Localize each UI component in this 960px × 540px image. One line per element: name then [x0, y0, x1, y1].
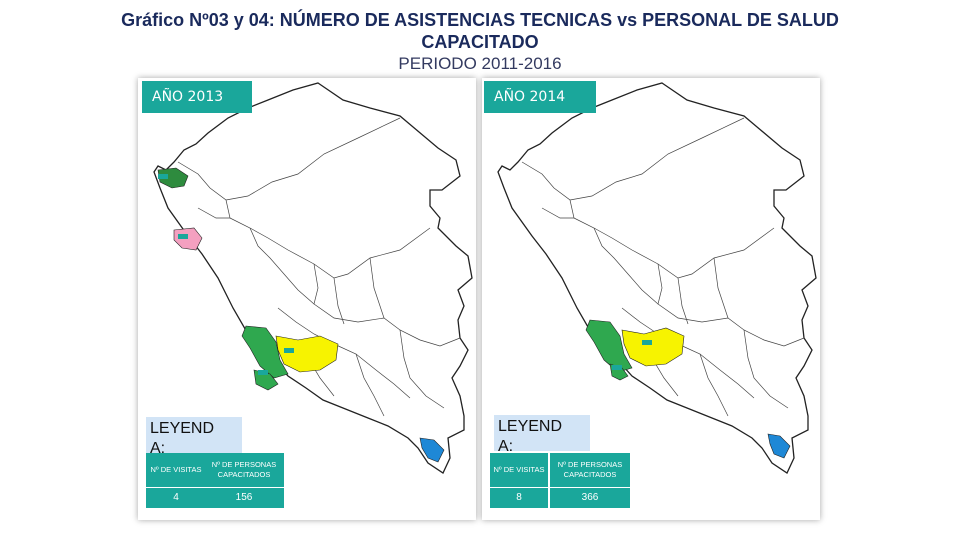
chart-title-line-1: Gráfico Nº03 y 04: NÚMERO DE ASISTENCIAS…	[121, 10, 839, 30]
department-borders	[177, 117, 461, 417]
region-puno-2014	[767, 433, 791, 459]
legend-title: LEYEND A:	[146, 417, 242, 457]
legend-visits-header: Nº DE VISITAS	[146, 453, 206, 487]
map-panel-2014: AÑO 2014 LEYEND A: Nº DE VISITAS Nº DE P…	[482, 78, 820, 520]
legend-people-value: 366	[550, 488, 630, 508]
legend-people-header: Nº DE PERSONAS CAPACITADOS	[204, 453, 284, 487]
legend-people-value: 156	[204, 488, 284, 508]
legend-visits-value: 4	[146, 488, 206, 508]
region-lima-2014	[585, 319, 633, 373]
map-panel-2013: AÑO 2013 LEYEND A: Nº DE VISITAS Nº DE P…	[138, 78, 476, 520]
peru-outline	[497, 82, 817, 474]
region-junin-2013	[275, 335, 339, 373]
year-label: AÑO 2014	[484, 81, 596, 113]
region-lima-2013	[241, 325, 289, 379]
legend-visits-header: Nº DE VISITAS	[490, 453, 548, 487]
year-label: AÑO 2013	[142, 81, 252, 113]
region-puno-2013	[419, 437, 445, 463]
legend-people-header: Nº DE PERSONAS CAPACITADOS	[550, 453, 630, 487]
department-borders	[521, 117, 805, 417]
region-tumbes-2013	[157, 167, 189, 189]
chart-subtitle-period: PERIODO 2011-2016	[398, 54, 562, 73]
peru-map-2013	[153, 82, 473, 474]
peru-outline	[153, 82, 473, 474]
region-junin-2014	[621, 327, 685, 367]
legend-title: LEYEND A:	[494, 415, 590, 455]
chart-title-line-2: CAPACITADO	[421, 32, 539, 52]
peru-map-2014	[497, 82, 817, 474]
legend-visits-value: 8	[490, 488, 548, 508]
